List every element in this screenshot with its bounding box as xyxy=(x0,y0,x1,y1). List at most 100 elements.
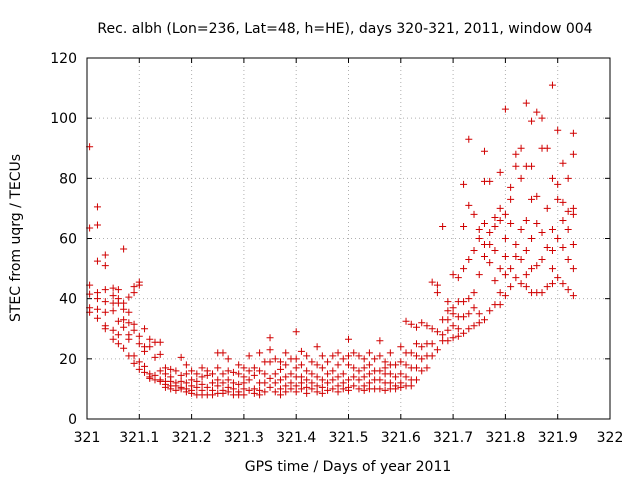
data-point xyxy=(475,310,483,318)
data-point xyxy=(271,370,279,378)
data-point xyxy=(480,147,488,155)
data-point xyxy=(141,325,149,333)
data-point xyxy=(350,373,358,381)
data-point xyxy=(339,355,347,363)
data-point xyxy=(250,389,258,397)
data-point xyxy=(465,325,473,333)
data-point xyxy=(271,379,279,387)
data-point xyxy=(329,367,337,375)
data-point xyxy=(538,289,546,297)
data-point xyxy=(507,283,515,291)
data-point xyxy=(308,358,316,366)
data-point xyxy=(376,376,384,384)
data-point xyxy=(569,204,577,212)
data-point xyxy=(433,281,441,289)
data-point xyxy=(266,374,274,382)
data-point xyxy=(297,379,305,387)
data-point xyxy=(496,301,504,309)
data-point xyxy=(245,367,253,375)
data-point xyxy=(324,386,332,394)
data-point xyxy=(496,204,504,212)
data-point xyxy=(460,222,468,230)
x-tick-label: 321.2 xyxy=(172,430,212,446)
data-point xyxy=(245,386,253,394)
data-point xyxy=(543,283,551,291)
data-point xyxy=(444,316,452,324)
data-point xyxy=(224,376,232,384)
data-point xyxy=(235,380,243,388)
data-point xyxy=(486,177,494,185)
data-point xyxy=(376,352,384,360)
data-point xyxy=(449,322,457,330)
data-point xyxy=(423,364,431,372)
data-point xyxy=(418,355,426,363)
y-tick-label: 0 xyxy=(68,412,77,428)
data-point xyxy=(214,364,222,372)
data-point xyxy=(376,337,384,345)
data-point xyxy=(324,358,332,366)
data-point xyxy=(219,370,227,378)
data-point xyxy=(93,295,101,303)
data-point xyxy=(412,376,420,384)
data-point xyxy=(318,364,326,372)
data-points xyxy=(86,81,577,399)
data-point xyxy=(277,385,285,393)
data-point xyxy=(93,314,101,322)
data-point xyxy=(177,377,185,385)
data-point xyxy=(261,379,269,387)
data-point xyxy=(250,364,258,372)
data-point xyxy=(219,379,227,387)
data-point xyxy=(101,298,109,306)
data-point xyxy=(543,144,551,152)
data-point xyxy=(517,174,525,182)
data-point xyxy=(569,129,577,137)
data-point xyxy=(517,256,525,264)
data-point xyxy=(412,323,420,331)
data-point xyxy=(101,251,109,259)
data-point xyxy=(334,349,342,357)
data-point xyxy=(569,265,577,273)
data-point xyxy=(308,370,316,378)
data-point xyxy=(266,346,274,354)
data-point xyxy=(130,289,138,297)
x-tick-label: 321.7 xyxy=(433,430,473,446)
data-point xyxy=(324,379,332,387)
data-point xyxy=(256,349,264,357)
data-point xyxy=(418,367,426,375)
data-point xyxy=(120,323,128,331)
data-point xyxy=(93,221,101,229)
data-point xyxy=(101,325,109,333)
data-point xyxy=(543,244,551,252)
data-point xyxy=(109,284,117,292)
data-point xyxy=(564,286,572,294)
y-tick-label: 120 xyxy=(50,51,77,67)
data-point xyxy=(334,382,342,390)
data-point xyxy=(224,388,232,396)
data-point xyxy=(454,274,462,282)
data-point xyxy=(141,347,149,355)
data-point xyxy=(339,379,347,387)
data-point xyxy=(512,162,520,170)
chart-title: Rec. albh (Lon=236, Lat=48, h=HE), days … xyxy=(97,21,592,37)
data-point xyxy=(507,195,515,203)
data-point xyxy=(491,222,499,230)
data-point xyxy=(240,364,248,372)
data-point xyxy=(418,319,426,327)
data-point xyxy=(101,286,109,294)
data-point xyxy=(559,198,567,206)
data-point xyxy=(240,391,248,399)
data-point xyxy=(392,385,400,393)
data-point xyxy=(193,370,201,378)
data-point xyxy=(538,228,546,236)
data-point xyxy=(470,210,478,218)
data-point xyxy=(512,253,520,261)
data-point xyxy=(214,382,222,390)
data-point xyxy=(548,174,556,182)
data-point xyxy=(449,334,457,342)
data-point xyxy=(528,195,536,203)
data-point xyxy=(235,370,243,378)
data-point xyxy=(345,386,352,394)
data-point xyxy=(120,344,128,352)
data-point xyxy=(303,383,311,391)
data-point xyxy=(292,388,300,396)
